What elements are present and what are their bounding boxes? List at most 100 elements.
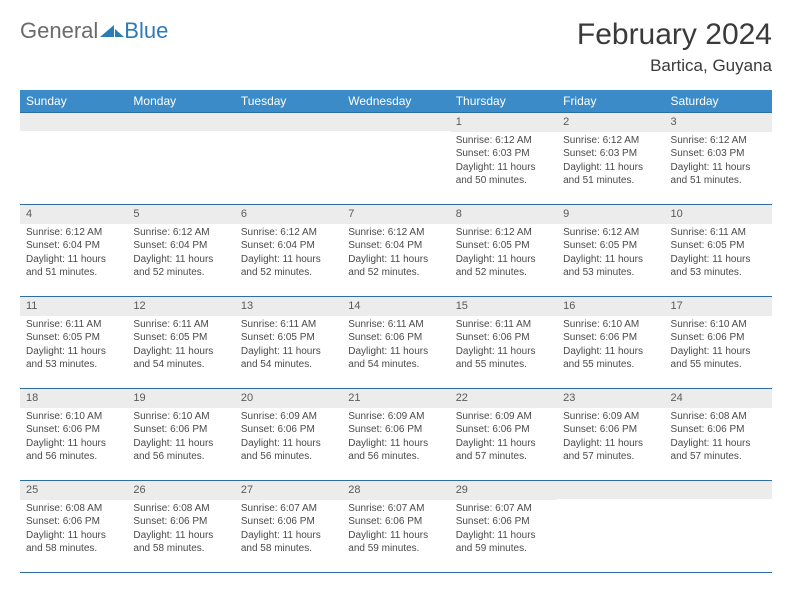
daylight-text: Daylight: 11 hours and 58 minutes. (133, 529, 228, 556)
day-number: 14 (342, 297, 449, 316)
sunset-text: Sunset: 6:06 PM (456, 423, 551, 437)
daylight-text: Daylight: 11 hours and 58 minutes. (241, 529, 336, 556)
weekday-header: Thursday (450, 90, 557, 113)
day-body: Sunrise: 6:10 AMSunset: 6:06 PMDaylight:… (557, 316, 664, 376)
sunrise-text: Sunrise: 6:12 AM (563, 226, 658, 240)
sunset-text: Sunset: 6:06 PM (348, 331, 443, 345)
header: General Blue February 2024 Bartica, Guya… (20, 18, 772, 76)
logo-triangle-icon (100, 23, 124, 39)
sunset-text: Sunset: 6:06 PM (133, 423, 228, 437)
calendar-cell: 15 Sunrise: 6:11 AMSunset: 6:06 PMDayligh… (450, 297, 557, 389)
calendar-cell: 17Sunrise: 6:10 AMSunset: 6:06 PMDayligh… (665, 297, 772, 389)
sunrise-text: Sunrise: 6:12 AM (671, 134, 766, 148)
day-body: Sunrise: 6:12 AMSunset: 6:04 PMDaylight:… (235, 224, 342, 284)
calendar-cell: 19Sunrise: 6:10 AMSunset: 6:06 PMDayligh… (127, 389, 234, 481)
weekday-header: Monday (127, 90, 234, 113)
day-body: Sunrise: 6:12 AMSunset: 6:03 PMDaylight:… (557, 132, 664, 192)
day-body: Sunrise: 6:12 AMSunset: 6:03 PMDaylight:… (450, 132, 557, 192)
day-body: Sunrise: 6:11 AMSunset: 6:06 PMDaylight:… (342, 316, 449, 376)
sunrise-text: Sunrise: 6:10 AM (133, 410, 228, 424)
day-number: 11 (20, 297, 127, 316)
sunrise-text: Sunrise: 6:12 AM (133, 226, 228, 240)
day-number (127, 113, 234, 131)
day-number: 22 (450, 389, 557, 408)
daylight-text: Daylight: 11 hours and 52 minutes. (133, 253, 228, 280)
sunrise-text: Sunrise: 6:07 AM (241, 502, 336, 516)
calendar-cell: 4Sunrise: 6:12 AMSunset: 6:04 PMDaylight… (20, 205, 127, 297)
sunrise-text: Sunrise: 6:11 AM (456, 318, 551, 332)
day-body: Sunrise: 6:08 AMSunset: 6:06 PMDaylight:… (665, 408, 772, 468)
calendar-cell: 16Sunrise: 6:10 AMSunset: 6:06 PMDayligh… (557, 297, 664, 389)
daylight-text: Daylight: 11 hours and 51 minutes. (671, 161, 766, 188)
calendar-cell: 7Sunrise: 6:12 AMSunset: 6:04 PMDaylight… (342, 205, 449, 297)
calendar-cell: 28Sunrise: 6:07 AMSunset: 6:06 PMDayligh… (342, 481, 449, 573)
day-body: Sunrise: 6:09 AMSunset: 6:06 PMDaylight:… (342, 408, 449, 468)
calendar-cell: 10Sunrise: 6:11 AMSunset: 6:05 PMDayligh… (665, 205, 772, 297)
sunrise-text: Sunrise: 6:10 AM (26, 410, 121, 424)
day-number: 7 (342, 205, 449, 224)
daylight-text: Daylight: 11 hours and 52 minutes. (241, 253, 336, 280)
sunrise-text: Sunrise: 6:08 AM (133, 502, 228, 516)
daylight-text: Daylight: 11 hours and 54 minutes. (348, 345, 443, 372)
weekday-header: Saturday (665, 90, 772, 113)
day-number: 19 (127, 389, 234, 408)
daylight-text: Daylight: 11 hours and 54 minutes. (241, 345, 336, 372)
calendar-week-row: 1Sunrise: 6:12 AMSunset: 6:03 PMDaylight… (20, 113, 772, 205)
day-body (127, 131, 234, 137)
day-body: Sunrise: 6:09 AMSunset: 6:06 PMDaylight:… (450, 408, 557, 468)
daylight-text: Daylight: 11 hours and 57 minutes. (456, 437, 551, 464)
sunset-text: Sunset: 6:04 PM (348, 239, 443, 253)
calendar-cell: 14Sunrise: 6:11 AMSunset: 6:06 PMDayligh… (342, 297, 449, 389)
sunrise-text: Sunrise: 6:08 AM (26, 502, 121, 516)
daylight-text: Daylight: 11 hours and 51 minutes. (26, 253, 121, 280)
day-number: 9 (557, 205, 664, 224)
day-body: Sunrise: 6:07 AMSunset: 6:06 PMDaylight:… (450, 500, 557, 560)
day-number: 18 (20, 389, 127, 408)
weekday-header: Wednesday (342, 90, 449, 113)
sunset-text: Sunset: 6:03 PM (671, 147, 766, 161)
daylight-text: Daylight: 11 hours and 52 minutes. (456, 253, 551, 280)
daylight-text: Daylight: 11 hours and 55 minutes. (456, 345, 551, 372)
daylight-text: Daylight: 11 hours and 57 minutes. (671, 437, 766, 464)
calendar-table: Sunday Monday Tuesday Wednesday Thursday… (20, 90, 772, 573)
day-number: 16 (557, 297, 664, 316)
calendar-cell: 20Sunrise: 6:09 AMSunset: 6:06 PMDayligh… (235, 389, 342, 481)
calendar-week-row: 18Sunrise: 6:10 AMSunset: 6:06 PMDayligh… (20, 389, 772, 481)
day-number (557, 481, 664, 499)
day-body: Sunrise: 6:12 AMSunset: 6:04 PMDaylight:… (20, 224, 127, 284)
calendar-cell (127, 113, 234, 205)
calendar-cell: 23Sunrise: 6:09 AMSunset: 6:06 PMDayligh… (557, 389, 664, 481)
sunrise-text: Sunrise: 6:12 AM (456, 134, 551, 148)
sunset-text: Sunset: 6:06 PM (563, 423, 658, 437)
sunrise-text: Sunrise: 6:07 AM (348, 502, 443, 516)
sunset-text: Sunset: 6:06 PM (563, 331, 658, 345)
sunset-text: Sunset: 6:06 PM (241, 423, 336, 437)
daylight-text: Daylight: 11 hours and 51 minutes. (563, 161, 658, 188)
calendar-cell: 22Sunrise: 6:09 AMSunset: 6:06 PMDayligh… (450, 389, 557, 481)
day-number: 27 (235, 481, 342, 500)
day-body (235, 131, 342, 137)
calendar-cell (235, 113, 342, 205)
sunrise-text: Sunrise: 6:12 AM (456, 226, 551, 240)
sunset-text: Sunset: 6:03 PM (563, 147, 658, 161)
day-body: Sunrise: 6:12 AMSunset: 6:05 PMDaylight:… (450, 224, 557, 284)
calendar-cell: 27Sunrise: 6:07 AMSunset: 6:06 PMDayligh… (235, 481, 342, 573)
day-body (665, 499, 772, 505)
day-number: 2 (557, 113, 664, 132)
day-number: 15 (450, 297, 557, 316)
calendar-cell: 11Sunrise: 6:11 AMSunset: 6:05 PMDayligh… (20, 297, 127, 389)
day-body: Sunrise: 6:12 AMSunset: 6:04 PMDaylight:… (342, 224, 449, 284)
day-number: 25 (20, 481, 127, 500)
day-body: Sunrise: 6:12 AMSunset: 6:05 PMDaylight:… (557, 224, 664, 284)
calendar-cell (342, 113, 449, 205)
calendar-cell (665, 481, 772, 573)
sunset-text: Sunset: 6:04 PM (241, 239, 336, 253)
daylight-text: Daylight: 11 hours and 59 minutes. (348, 529, 443, 556)
day-body: Sunrise: 6:10 AMSunset: 6:06 PMDaylight:… (665, 316, 772, 376)
day-number (20, 113, 127, 131)
day-number: 10 (665, 205, 772, 224)
sunset-text: Sunset: 6:06 PM (671, 423, 766, 437)
sunset-text: Sunset: 6:06 PM (456, 515, 551, 529)
day-body: Sunrise: 6:11 AMSunset: 6:05 PMDaylight:… (127, 316, 234, 376)
sunset-text: Sunset: 6:06 PM (456, 331, 551, 345)
